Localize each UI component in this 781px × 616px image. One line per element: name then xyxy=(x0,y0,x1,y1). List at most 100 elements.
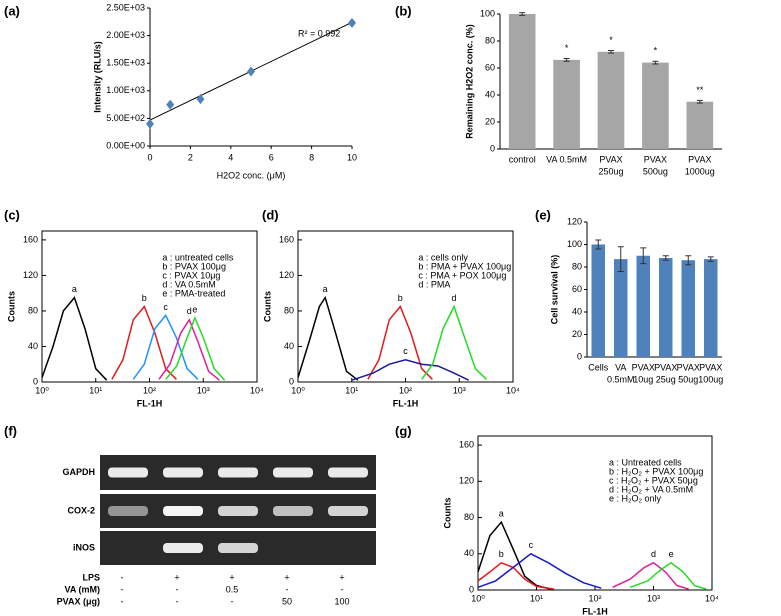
treatment-label: PVAX (μg) xyxy=(57,596,100,606)
treatment-value: - xyxy=(231,596,234,606)
x-tick-label: VA xyxy=(615,362,626,372)
gel-band xyxy=(218,467,258,478)
x-tick-label: 0 xyxy=(147,152,152,162)
y-tick-label: 5.00E+02 xyxy=(106,113,145,123)
x-tick-label: 0.5mM xyxy=(607,374,635,384)
bar xyxy=(591,244,605,357)
y-tick-label: 0 xyxy=(469,584,474,594)
peak-label: a xyxy=(323,284,328,294)
y-tick-label: 80 xyxy=(572,261,582,271)
legend-entry: d : H₂O₂ + VA 0.5mM xyxy=(609,484,693,494)
error-bar xyxy=(608,49,614,54)
treatment-value: - xyxy=(176,596,179,606)
band-label: iNOS xyxy=(73,542,95,552)
legend-entry: a : cells only xyxy=(418,252,468,262)
y-tick-label: 40 xyxy=(284,341,294,351)
x-tick-label: 10ug xyxy=(633,374,653,384)
treatment-value: + xyxy=(174,572,179,582)
bar xyxy=(597,51,625,149)
gel-band xyxy=(108,467,148,478)
error-bar xyxy=(595,239,602,250)
y-tick-label: 100 xyxy=(480,8,495,18)
data-point xyxy=(348,17,356,28)
treatment-label: LPS xyxy=(82,572,100,582)
y-tick-label: 120 xyxy=(279,270,294,280)
bar xyxy=(614,259,628,357)
x-tick-label: 10⁰ xyxy=(35,385,49,395)
treatment-value: 0.5 xyxy=(226,584,239,594)
gel-band xyxy=(273,506,313,516)
panel-label: (a) xyxy=(4,3,20,18)
error-bar xyxy=(563,58,570,62)
band-label: COX-2 xyxy=(67,505,95,515)
y-tick-label: 120 xyxy=(459,476,474,486)
legend-entry: b : H₂O₂ + PVAX 100μg xyxy=(609,466,703,476)
treatment-value: + xyxy=(284,572,289,582)
y-tick-label: 0.00E+00 xyxy=(106,140,145,150)
x-tick-label: 2 xyxy=(188,152,193,162)
histogram-line xyxy=(421,304,487,380)
gel-band xyxy=(108,506,148,516)
y-tick-label: 0 xyxy=(490,143,495,153)
gel-band xyxy=(218,506,258,516)
histogram-line xyxy=(297,295,359,381)
treatment-value: - xyxy=(341,584,344,594)
y-tick-label: 100 xyxy=(567,239,582,249)
x-tick-label: 8 xyxy=(309,152,314,162)
peak-label: d xyxy=(651,549,656,559)
y-tick-label: 40 xyxy=(28,341,38,351)
treatment-value: - xyxy=(121,596,124,606)
legend-entry: c : H₂O₂ + PVAX 50μg xyxy=(609,475,698,485)
peak-label: e xyxy=(669,549,674,559)
legend-entry: a : untreated cells xyxy=(162,252,234,262)
bar xyxy=(681,260,695,357)
y-tick-label: 2.00E+03 xyxy=(106,30,145,40)
y-tick-label: 2.50E+03 xyxy=(106,2,145,12)
x-tick-label: 10¹ xyxy=(345,385,358,395)
x-tick-label: 10² xyxy=(588,593,601,603)
gel-band xyxy=(328,506,368,516)
treatment-value: - xyxy=(121,572,124,582)
y-axis-label: Cell survival (%) xyxy=(549,255,559,325)
panel-label: (f) xyxy=(4,423,17,438)
data-point xyxy=(166,99,175,110)
y-tick-label: 0 xyxy=(577,351,582,361)
x-tick-label: PVAX xyxy=(599,154,622,164)
peak-label: a xyxy=(499,508,504,518)
x-tick-label: PVAX xyxy=(699,362,722,372)
bar xyxy=(636,255,650,357)
y-axis-label: Counts xyxy=(442,498,452,529)
histogram-line xyxy=(158,318,220,381)
y-tick-label: 20 xyxy=(572,329,582,339)
x-tick-label: 10¹ xyxy=(89,385,102,395)
x-tick-label: 250ug xyxy=(598,166,623,176)
x-tick-label: 10³ xyxy=(647,593,660,603)
legend-entry: b : PVAX 100μg xyxy=(162,261,226,271)
x-tick-label: 10³ xyxy=(453,385,466,395)
peak-label: d xyxy=(187,306,192,316)
error-bar xyxy=(662,255,669,261)
peak-label: c xyxy=(403,346,408,356)
x-tick-label: 500ug xyxy=(643,166,668,176)
x-tick-label: 10¹ xyxy=(530,593,543,603)
y-tick-label: 1.00E+03 xyxy=(106,85,145,95)
legend-entry: b : PMA + PVAX 100μg xyxy=(418,261,511,271)
y-tick-label: 160 xyxy=(23,234,38,244)
x-axis-label: FL-1H xyxy=(582,606,608,616)
histogram-line xyxy=(111,305,177,380)
error-bar xyxy=(707,256,714,262)
treatment-value: + xyxy=(229,572,234,582)
histogram-line xyxy=(477,552,602,589)
y-tick-label: 20 xyxy=(485,116,495,126)
x-tick-label: 10 xyxy=(347,152,357,162)
x-tick-label: 10⁴ xyxy=(705,593,719,603)
data-point xyxy=(146,118,154,129)
peak-label: b xyxy=(398,293,403,303)
gel-band xyxy=(218,543,258,553)
x-tick-label: 10² xyxy=(143,385,156,395)
gel-band xyxy=(163,506,203,516)
x-axis-label: FL-1H xyxy=(137,398,163,408)
gel-band xyxy=(163,467,203,478)
x-tick-label: PVAX xyxy=(688,154,711,164)
x-tick-label: 10⁰ xyxy=(471,593,485,603)
